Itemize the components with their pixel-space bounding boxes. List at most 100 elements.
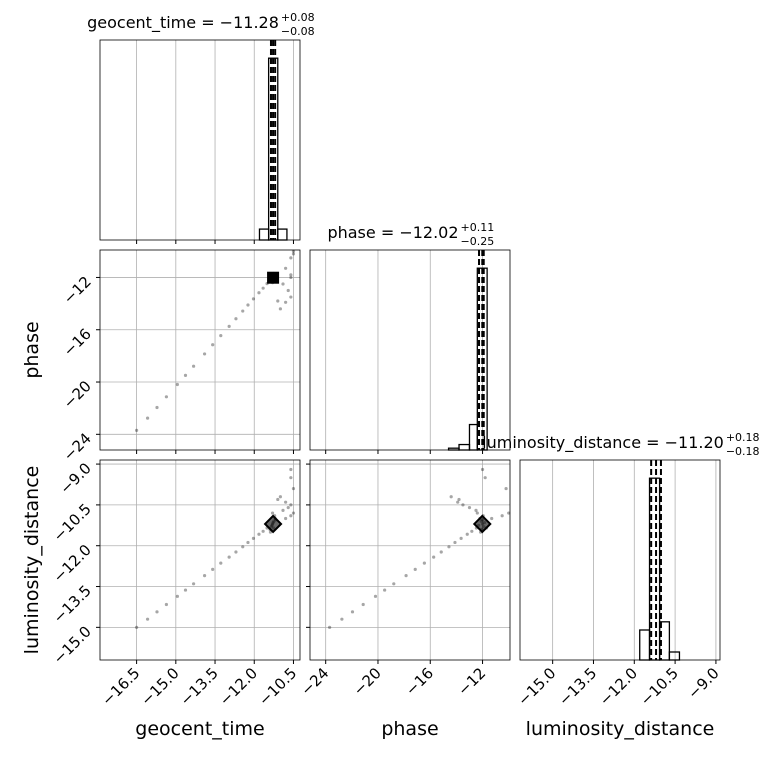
sample-point (291, 249, 296, 253)
y-axis-label: luminosity_distance (21, 466, 43, 655)
sample-point (281, 282, 285, 286)
sample-point (289, 476, 293, 480)
sample-point (504, 486, 508, 491)
x-tick-label: −13.5 (177, 664, 222, 709)
sample-point (246, 540, 250, 545)
sample-point (164, 602, 169, 607)
x-axis-label: geocent_time (135, 718, 264, 740)
sample-point (211, 567, 215, 571)
sample-point (456, 500, 460, 504)
sample-point (422, 561, 426, 565)
sample-point (276, 299, 280, 303)
sample-point (286, 288, 290, 293)
y-tick-label: −24 (60, 429, 95, 464)
y-tick-label: −16 (60, 325, 95, 360)
title-upper: +0.11 (461, 221, 495, 234)
sample-point (361, 602, 365, 607)
sample-point (246, 303, 250, 307)
density-core (267, 271, 280, 284)
panel: −15.0−13.5−12.0−10.5 −9.0 luminosity_dista… (482, 431, 759, 709)
sample-point (135, 625, 139, 629)
title-upper: +0.08 (281, 11, 315, 24)
sample-point (211, 343, 215, 347)
sample-point (340, 617, 344, 621)
sample-point (257, 291, 261, 295)
sample-point (284, 516, 288, 521)
hist-bar (668, 651, 681, 661)
x-tick-label: −10.5 (255, 664, 300, 709)
panel: −24 −20 −16 −12 (297, 459, 511, 699)
hist-bar (258, 228, 270, 241)
sample-point (350, 610, 355, 614)
sample-point (289, 275, 293, 280)
y-tick-label: −10.5 (50, 500, 95, 545)
sample-point (234, 317, 238, 321)
sample-point (289, 256, 293, 260)
panel: phase = −12.02 +0.11−0.25 (309, 221, 511, 454)
panel-frame (309, 459, 511, 661)
sample-point (457, 497, 461, 502)
sample-point (261, 529, 265, 533)
title-upper: +0.18 (726, 431, 760, 444)
sample-point (447, 545, 451, 549)
sample-point (483, 476, 487, 480)
sample-point (284, 500, 288, 504)
sample-point (202, 352, 207, 356)
panel-title: luminosity_distance = −11.20 (482, 433, 724, 453)
sample-point (202, 574, 207, 578)
sample-point (284, 266, 288, 270)
sample-point (278, 495, 282, 499)
sample-point (404, 574, 408, 578)
y-tick-label: −15.0 (50, 622, 95, 667)
sample-point (251, 297, 256, 301)
x-tick-label: −12 (454, 664, 489, 699)
x-tick-label: −9.0 (684, 664, 722, 702)
panel: geocent_time = −11.28 +0.08−0.08 (87, 11, 315, 244)
sample-point (261, 286, 265, 290)
sample-point (373, 594, 378, 598)
x-tick-label: −10.5 (637, 664, 682, 709)
sample-point (465, 532, 469, 536)
sample-point (289, 503, 293, 507)
title-lower: −0.18 (726, 445, 760, 458)
sample-point (459, 536, 463, 540)
sample-point (284, 300, 288, 304)
sample-point (191, 364, 196, 368)
sample-point (289, 514, 293, 518)
sample-point (219, 561, 223, 565)
sample-point (291, 252, 296, 256)
hist-bar (468, 423, 478, 451)
panel: −24 −20 −16 −12 (60, 249, 301, 465)
y-tick-label: −12.0 (50, 541, 95, 586)
hist-bar (639, 629, 651, 661)
sample-point (276, 497, 280, 502)
y-tick-label: −12 (60, 273, 95, 308)
sample-point (289, 467, 293, 472)
sample-point (175, 382, 179, 387)
sample-point (175, 594, 179, 598)
x-tick-label: −16 (402, 664, 437, 699)
sample-point (475, 511, 479, 515)
x-axis-label: phase (381, 718, 438, 740)
sample-point (251, 536, 256, 540)
panel-frame (99, 39, 301, 241)
sample-point (449, 495, 453, 499)
y-axis-label: phase (21, 321, 43, 378)
sample-point (278, 307, 282, 311)
hist-bar (277, 228, 288, 241)
sample-point (291, 486, 296, 491)
sample-point (439, 550, 443, 554)
sample-point (453, 540, 457, 545)
sample-point (281, 508, 285, 512)
y-tick-label: −9.0 (56, 459, 94, 497)
panel-frame (309, 249, 511, 451)
sample-point (183, 373, 188, 377)
sample-point (227, 324, 231, 328)
sample-point (286, 506, 290, 510)
panel-title: geocent_time = −11.28 (87, 13, 279, 33)
sample-point (467, 506, 472, 510)
sample-point (490, 516, 494, 521)
sample-point (183, 588, 188, 592)
sample-point (383, 588, 387, 592)
